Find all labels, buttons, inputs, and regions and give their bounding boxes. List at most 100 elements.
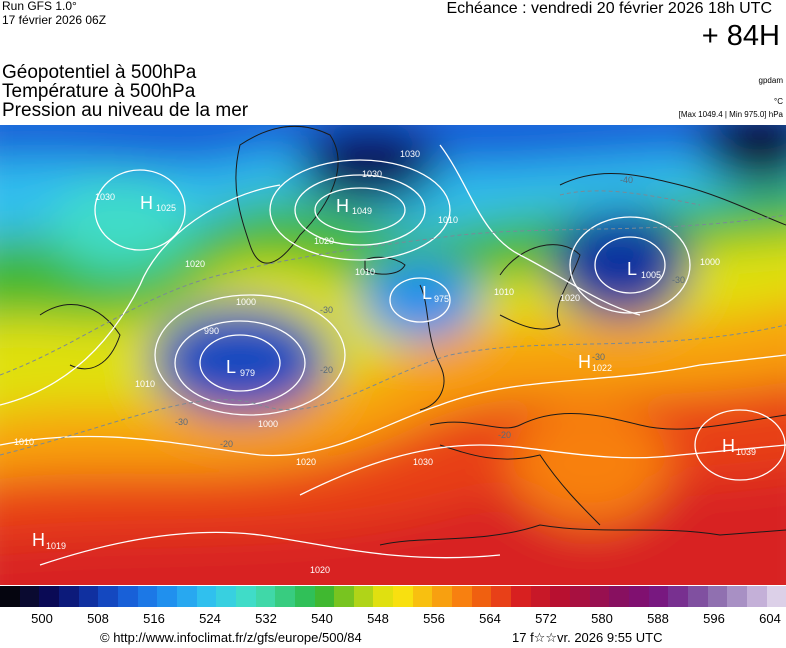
color-swatch bbox=[235, 586, 256, 607]
unit-geopotential: gpdam bbox=[758, 76, 783, 85]
svg-text:1030: 1030 bbox=[413, 457, 433, 467]
color-swatch bbox=[452, 586, 472, 607]
svg-text:1010: 1010 bbox=[14, 437, 34, 447]
isotherms bbox=[0, 190, 786, 456]
scale-tick: 540 bbox=[311, 611, 333, 626]
color-swatch bbox=[687, 586, 708, 607]
pressure-extremes: [Max 1049.4 | Min 975.0] hPa bbox=[678, 110, 783, 119]
color-swatch bbox=[334, 586, 354, 607]
svg-text:1030: 1030 bbox=[95, 192, 115, 202]
color-swatch bbox=[294, 586, 315, 607]
pressure-centers: H 1025 H 1049 L 1005 L 975 L 979 H 1022 H 1039 … bbox=[32, 193, 756, 551]
geopotential-field bbox=[0, 125, 786, 585]
svg-text:-30: -30 bbox=[320, 305, 333, 315]
svg-text:L: L bbox=[226, 357, 236, 377]
scale-tick: 524 bbox=[199, 611, 221, 626]
svg-text:-30: -30 bbox=[672, 275, 685, 285]
svg-text:-20: -20 bbox=[320, 365, 333, 375]
color-swatch bbox=[491, 586, 512, 607]
run-date: 17 février 2026 06Z bbox=[2, 13, 107, 27]
color-swatch bbox=[19, 586, 40, 607]
svg-text:1049: 1049 bbox=[352, 206, 372, 216]
color-swatch bbox=[353, 586, 374, 607]
color-swatch bbox=[648, 586, 669, 607]
center-1: H 1025 bbox=[140, 193, 176, 213]
svg-text:1020: 1020 bbox=[314, 236, 334, 246]
scale-tick: 516 bbox=[143, 611, 165, 626]
color-swatch bbox=[255, 586, 276, 607]
svg-text:H: H bbox=[578, 352, 591, 372]
svg-text:1010: 1010 bbox=[355, 267, 375, 277]
scale-tick: 556 bbox=[423, 611, 445, 626]
svg-text:1000: 1000 bbox=[236, 297, 256, 307]
svg-text:H: H bbox=[32, 530, 45, 550]
color-swatch bbox=[432, 586, 453, 607]
center-6: H 1022 bbox=[578, 352, 612, 373]
svg-text:1025: 1025 bbox=[156, 203, 176, 213]
title-geopotential: Géopotentiel à 500hPa bbox=[2, 62, 197, 83]
map-canvas: H 1025 H 1049 L 1005 L 975 L 979 H 1022 H 1039 … bbox=[0, 125, 786, 585]
weather-map: H 1025 H 1049 L 1005 L 975 L 979 H 1022 H 1039 … bbox=[0, 125, 786, 585]
color-swatch bbox=[314, 586, 335, 607]
color-swatch bbox=[550, 586, 571, 607]
color-swatch bbox=[137, 586, 158, 607]
svg-text:1020: 1020 bbox=[185, 259, 205, 269]
scale-tick: 508 bbox=[87, 611, 109, 626]
svg-text:1010: 1010 bbox=[438, 215, 458, 225]
color-swatch bbox=[78, 586, 99, 607]
svg-text:1020: 1020 bbox=[310, 565, 330, 575]
svg-text:979: 979 bbox=[240, 368, 255, 378]
svg-text:975: 975 bbox=[434, 294, 449, 304]
center-4: L 975 bbox=[422, 283, 449, 304]
color-swatch bbox=[117, 586, 138, 607]
coastlines bbox=[39, 125, 786, 546]
color-swatch bbox=[216, 586, 236, 607]
title-temperature: Température à 500hPa bbox=[2, 81, 196, 102]
isobars bbox=[0, 144, 786, 566]
unit-temperature: °C bbox=[774, 97, 783, 106]
svg-text:H: H bbox=[722, 436, 735, 456]
color-swatch bbox=[0, 586, 20, 607]
footer: © http://www.infoclimat.fr/z/gfs/europe/… bbox=[0, 630, 786, 646]
svg-text:-30: -30 bbox=[592, 352, 605, 362]
forecast-hour: + 84H bbox=[701, 20, 780, 52]
scale-tick: 604 bbox=[759, 611, 781, 626]
svg-text:L: L bbox=[422, 283, 432, 303]
svg-text:H: H bbox=[140, 193, 153, 213]
svg-text:1030: 1030 bbox=[400, 149, 420, 159]
svg-text:1020: 1020 bbox=[560, 293, 580, 303]
svg-text:1022: 1022 bbox=[592, 363, 612, 373]
center-3: L 1005 bbox=[627, 259, 661, 280]
svg-text:1000: 1000 bbox=[258, 419, 278, 429]
color-swatch bbox=[176, 586, 197, 607]
scale-tick: 596 bbox=[703, 611, 725, 626]
color-swatch bbox=[668, 586, 688, 607]
svg-text:H: H bbox=[336, 196, 349, 216]
color-swatch bbox=[746, 586, 767, 607]
map-titles: Géopotentiel à 500hPa Température à 500h… bbox=[2, 63, 248, 120]
color-swatch bbox=[157, 586, 177, 607]
svg-text:1010: 1010 bbox=[494, 287, 514, 297]
generated-time: 17 f☆☆vr. 2026 9:55 UTC bbox=[512, 630, 663, 645]
center-5: L 979 bbox=[226, 357, 255, 378]
scale-tick: 500 bbox=[31, 611, 53, 626]
color-swatch bbox=[609, 586, 629, 607]
isobar-labels: 1030 1030 1020 1020 1010 1010 1000 1000 … bbox=[14, 149, 720, 575]
svg-text:1039: 1039 bbox=[736, 447, 756, 457]
color-swatch bbox=[570, 586, 590, 607]
valid-time: Echéance : vendredi 20 février 2026 18h … bbox=[446, 0, 772, 17]
color-swatch bbox=[471, 586, 492, 607]
svg-text:-40: -40 bbox=[620, 175, 633, 185]
svg-text:1000: 1000 bbox=[700, 257, 720, 267]
color-swatch bbox=[766, 586, 786, 607]
svg-text:-30: -30 bbox=[175, 417, 188, 427]
color-swatch bbox=[275, 586, 295, 607]
color-scale-ticks: 500 508 516 524 532 540 548 556 564 572 580 588 596 6… bbox=[0, 611, 786, 627]
scale-tick: 564 bbox=[479, 611, 501, 626]
color-scale bbox=[0, 586, 786, 607]
color-swatch bbox=[39, 586, 59, 607]
color-swatch bbox=[373, 586, 394, 607]
scale-tick: 588 bbox=[647, 611, 669, 626]
svg-text:1030: 1030 bbox=[362, 169, 382, 179]
svg-text:1010: 1010 bbox=[135, 379, 155, 389]
